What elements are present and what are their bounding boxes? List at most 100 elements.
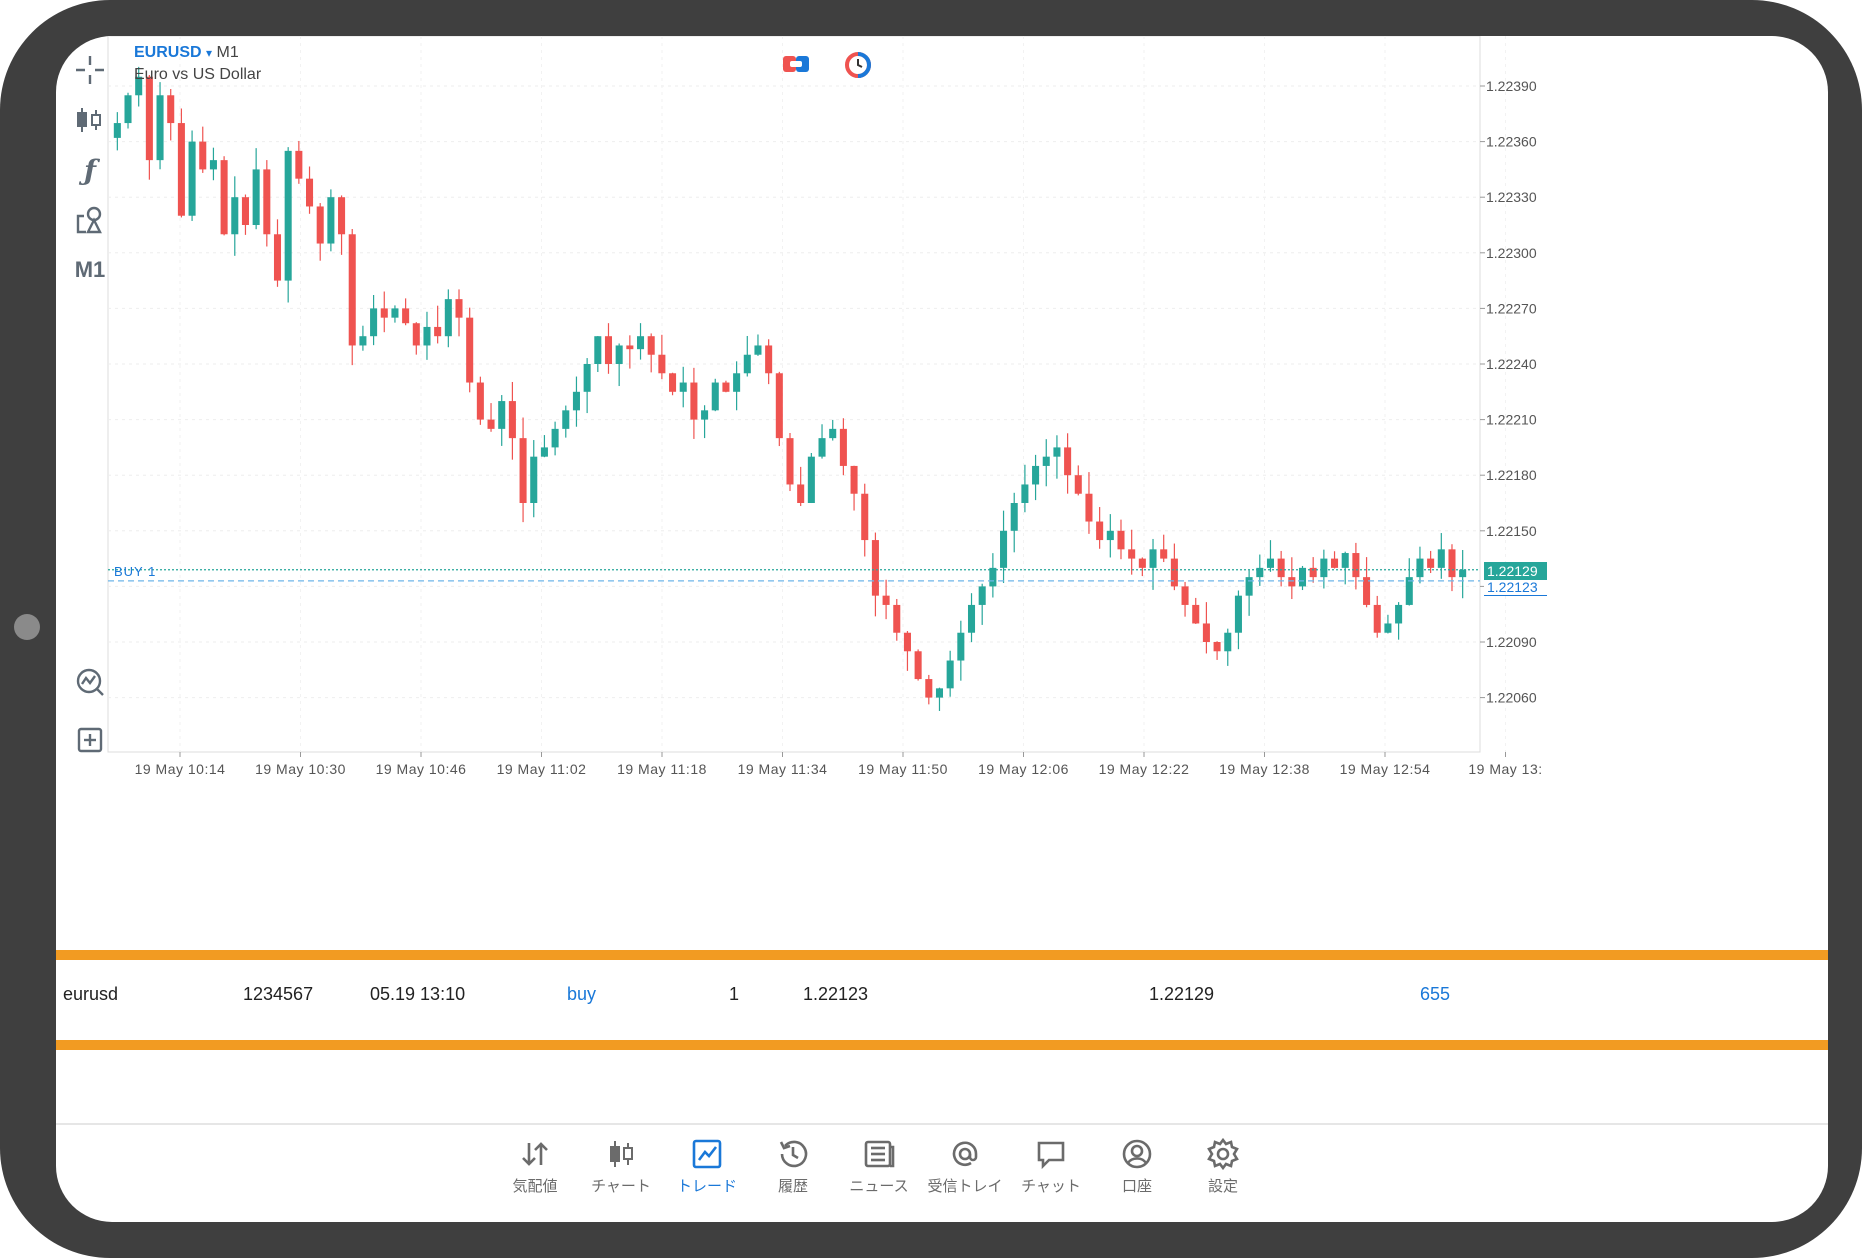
candle xyxy=(1352,542,1360,590)
history-icon xyxy=(779,1140,808,1168)
candle xyxy=(861,483,869,557)
candle xyxy=(1245,570,1253,616)
candle xyxy=(1320,549,1328,589)
candle xyxy=(914,649,922,681)
news-icon xyxy=(864,1140,895,1168)
trade-current-price: 1.22129 xyxy=(1149,984,1215,1004)
current-price-label: 1.22129 xyxy=(1484,562,1547,580)
add-window-icon[interactable] xyxy=(70,720,110,760)
y-tick-label: 1.22240 xyxy=(1486,356,1537,372)
candle xyxy=(156,82,164,170)
candle xyxy=(636,323,645,360)
nav-chart[interactable]: チャート xyxy=(571,1137,671,1196)
nav-label: 気配値 xyxy=(512,1178,558,1195)
x-tick-label: 19 May 10:46 xyxy=(376,761,467,777)
objects-icon[interactable] xyxy=(70,200,110,240)
trade-timer-icon[interactable] xyxy=(844,51,872,79)
candle xyxy=(263,160,271,247)
candle xyxy=(1298,565,1307,591)
one-click-trading-icon[interactable] xyxy=(782,53,810,75)
candle xyxy=(1427,550,1435,574)
candle xyxy=(177,108,185,218)
candle xyxy=(572,376,580,427)
candle xyxy=(1106,514,1114,558)
candle xyxy=(135,66,143,107)
nav-settings[interactable]: 設定 xyxy=(1173,1137,1273,1196)
candle xyxy=(402,298,410,326)
candle xyxy=(252,148,260,230)
price-chart[interactable]: 1.22390 1.22360 1.22330 1.22300 1.22270 1.222… xyxy=(56,36,1828,916)
nav-trade[interactable]: トレード xyxy=(657,1137,757,1196)
candle xyxy=(626,335,634,369)
timeframe-button[interactable]: M1 xyxy=(74,257,106,282)
candle xyxy=(1331,551,1339,569)
y-tick-label: 1.22300 xyxy=(1486,245,1537,261)
indicators-icon[interactable]: ƒ xyxy=(83,153,97,187)
candle xyxy=(498,395,506,446)
symbol-label[interactable]: EURUSD xyxy=(134,44,202,61)
chart-analytics-icon[interactable] xyxy=(70,662,110,702)
chart-header[interactable]: EURUSD ▾ M1 xyxy=(134,44,239,62)
nav-account[interactable]: 口座 xyxy=(1087,1137,1187,1196)
candle xyxy=(1363,557,1371,608)
y-tick-label: 1.22330 xyxy=(1486,189,1537,205)
candle xyxy=(1053,435,1061,479)
y-tick-label: 1.22210 xyxy=(1486,412,1537,428)
candle xyxy=(604,323,613,374)
candle xyxy=(957,620,965,681)
candle xyxy=(316,203,324,261)
candle xyxy=(882,579,890,620)
candle xyxy=(1213,641,1221,660)
candle xyxy=(466,307,474,393)
nav-label: 口座 xyxy=(1121,1178,1152,1195)
candle xyxy=(1042,439,1050,487)
candle xyxy=(113,112,121,151)
chart-type-icon[interactable] xyxy=(70,100,110,140)
nav-chat[interactable]: チャット xyxy=(1001,1137,1101,1196)
candle xyxy=(306,166,314,214)
candle xyxy=(711,378,719,412)
y-tick-label: 1.22390 xyxy=(1486,78,1537,94)
nav-quotes[interactable]: 気配値 xyxy=(485,1137,585,1196)
crosshair-icon[interactable] xyxy=(70,50,110,90)
candle xyxy=(1405,558,1413,606)
x-tick-label: 19 May 10:30 xyxy=(255,761,346,777)
symbol-description: Euro vs US Dollar xyxy=(134,66,262,83)
order-price-label: 1.22123 xyxy=(1484,580,1547,596)
chart-toolbar: ƒ M1 xyxy=(56,36,128,916)
x-tick-label: 19 May 12:38 xyxy=(1219,761,1310,777)
nav-mailbox[interactable]: 受信トレイ xyxy=(915,1137,1015,1196)
trade-open-price: 1.22123 xyxy=(803,984,869,1004)
x-tick-label: 19 May 11:02 xyxy=(497,761,587,777)
candle xyxy=(946,650,954,697)
candle xyxy=(295,140,303,184)
candle xyxy=(733,361,741,411)
candle xyxy=(327,189,335,252)
candle xyxy=(273,219,282,287)
candle xyxy=(231,176,239,256)
symbol-dropdown-icon[interactable]: ▾ xyxy=(206,46,213,60)
candle xyxy=(1224,628,1232,666)
x-tick-label: 19 May 12:54 xyxy=(1340,761,1431,777)
candle xyxy=(1373,595,1381,638)
trade-row[interactable]: eurusd 1234567 05.19 13:10 buy 1 1.22123… xyxy=(56,939,1828,1061)
candle xyxy=(1000,510,1008,583)
candle xyxy=(1395,602,1403,640)
candle xyxy=(551,421,559,456)
candle xyxy=(669,372,677,396)
nav-label: 履歴 xyxy=(777,1178,808,1195)
candle xyxy=(1384,614,1392,634)
y-tick-label: 1.22360 xyxy=(1486,134,1537,150)
device-camera xyxy=(14,614,40,640)
candle xyxy=(583,358,591,414)
plot-area xyxy=(107,36,1481,753)
candle xyxy=(1160,534,1168,563)
buy-position-label[interactable]: BUY 1 xyxy=(114,564,157,579)
candle xyxy=(167,88,175,141)
candle xyxy=(348,228,356,366)
nav-news[interactable]: ニュース xyxy=(829,1137,929,1196)
nav-history[interactable]: 履歴 xyxy=(743,1137,843,1196)
candle xyxy=(1170,543,1178,591)
y-tick-label: 1.22150 xyxy=(1486,523,1537,539)
chat-icon xyxy=(1037,1141,1065,1170)
